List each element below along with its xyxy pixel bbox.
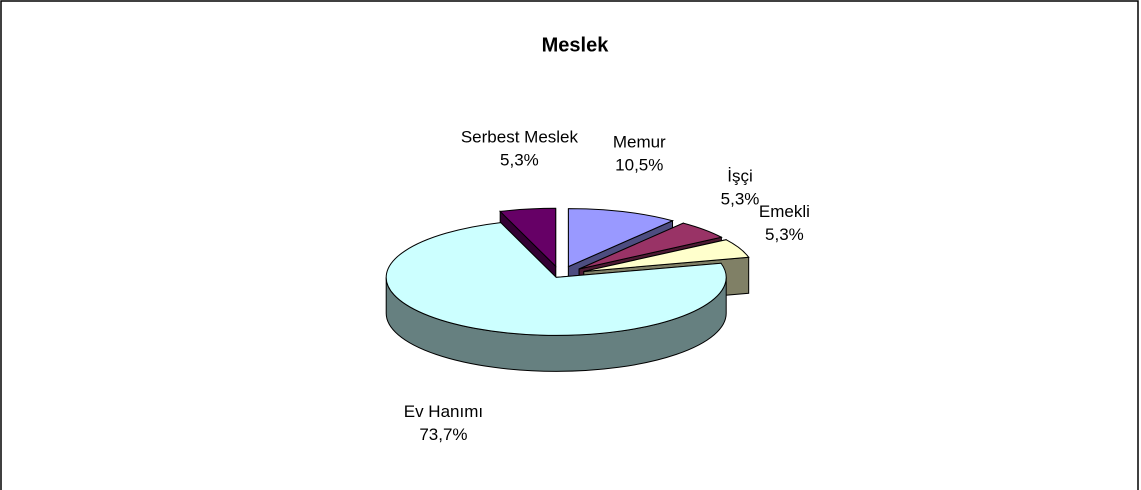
data-label-name: İşçi [727,167,753,186]
slice-top [385,222,727,336]
data-label-value: 10,5% [615,155,663,174]
data-label-value: 5,3% [765,225,804,244]
chart-title: Meslek [542,34,610,56]
data-label-name: Serbest Meslek [461,127,579,146]
slice-top [567,208,675,268]
slice-top [499,207,557,268]
data-label-value: 5,3% [721,190,760,209]
data-label-name: Ev Hanımı [404,402,483,421]
data-label-value: 5,3% [500,150,539,169]
data-label-name: Memur [613,132,666,151]
slice-top [578,222,723,270]
slice [385,221,727,372]
slice-top [583,239,750,272]
data-label-name: Emekli [759,202,810,221]
data-label-value: 73,7% [419,425,467,444]
